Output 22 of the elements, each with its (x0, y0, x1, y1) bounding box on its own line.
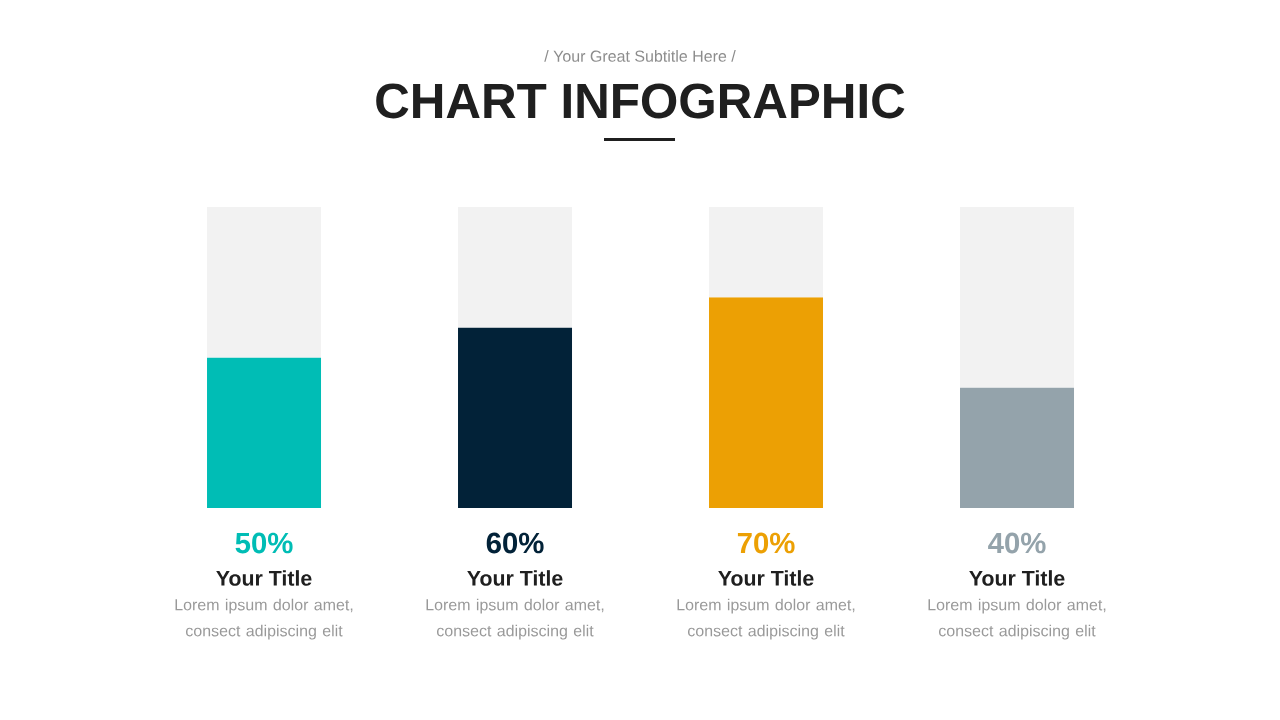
bar (709, 297, 824, 508)
chart-title: CHART INFOGRAPHIC (376, 83, 905, 119)
text: Lorem ipsum dolor amet, consect adipiscing elit (175, 598, 353, 640)
text: Lorem ipsum dolor amet, consect adipiscing elit (677, 598, 855, 640)
bar (960, 206, 1075, 388)
bar (709, 206, 824, 298)
x-tick-label: Your Title (216, 570, 312, 586)
x-tick-label: Your Title (467, 570, 563, 586)
data-label: 40% (988, 532, 1046, 554)
bar (207, 357, 322, 508)
bar (458, 206, 573, 328)
x-tick-label: Your Title (969, 570, 1065, 586)
text: Lorem ipsum dolor amet, consect adipiscing elit (928, 598, 1106, 640)
x-tick-label: Your Title (718, 570, 814, 586)
text: Lorem ipsum dolor amet, consect adipiscing elit (426, 598, 604, 640)
bar (207, 206, 322, 358)
data-label: 60% (486, 532, 544, 554)
chart-subtitle: / Your Great Subtitle Here / (544, 50, 736, 62)
bar (960, 387, 1075, 508)
data-label: 50% (235, 532, 293, 554)
bar (458, 327, 573, 508)
data-label: 70% (737, 532, 795, 554)
